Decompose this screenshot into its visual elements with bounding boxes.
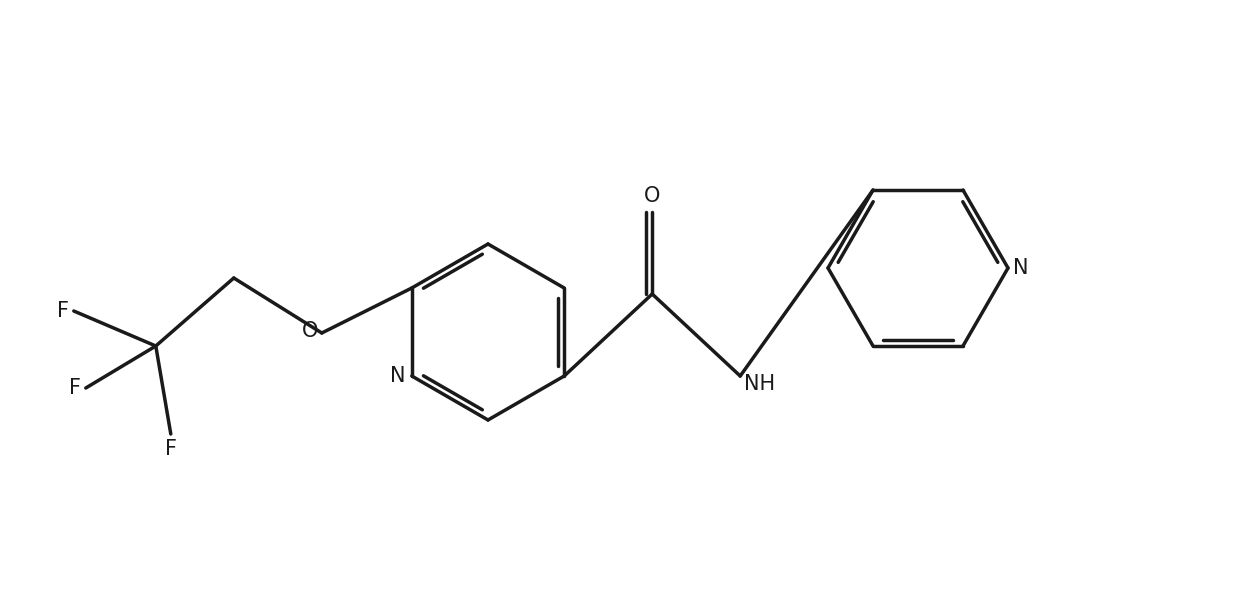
- Text: O: O: [302, 321, 318, 341]
- Text: N: N: [1014, 258, 1028, 278]
- Text: F: F: [57, 301, 69, 321]
- Text: F: F: [164, 439, 177, 459]
- Text: O: O: [644, 186, 660, 206]
- Text: NH: NH: [744, 374, 775, 394]
- Text: F: F: [69, 378, 80, 398]
- Text: N: N: [391, 366, 405, 386]
